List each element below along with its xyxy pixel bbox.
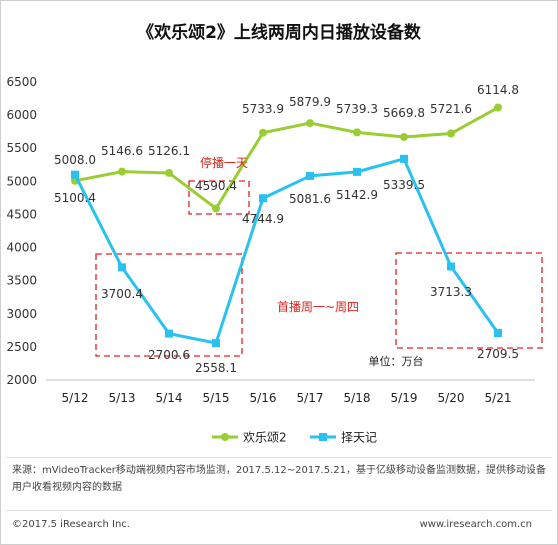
x-tick-label: 5/13	[109, 391, 136, 405]
data-point	[494, 329, 502, 338]
data-label: 2700.6	[148, 348, 190, 362]
legend-marker	[319, 433, 327, 441]
data-label: 3713.3	[430, 285, 472, 299]
data-label: 6114.8	[477, 83, 519, 97]
y-tick-label: 6000	[6, 108, 37, 122]
y-tick-label: 3500	[6, 274, 37, 288]
y-tick-label: 5000	[6, 174, 37, 188]
data-label: 2709.5	[477, 347, 519, 361]
data-point	[71, 170, 79, 179]
x-tick-label: 5/21	[485, 391, 512, 405]
y-tick-label: 3000	[6, 307, 37, 321]
data-point	[118, 263, 126, 272]
data-point	[494, 103, 502, 112]
legend-label: 欢乐颂2	[243, 430, 287, 445]
data-point	[165, 329, 173, 338]
data-point	[259, 128, 267, 137]
data-label: 5721.6	[430, 102, 472, 116]
pause-day-box	[188, 180, 250, 215]
data-label: 2558.1	[195, 361, 237, 375]
x-tick-label: 5/20	[438, 391, 465, 405]
data-label: 5081.6	[289, 192, 331, 206]
data-label: 4744.9	[242, 212, 284, 226]
x-tick-label: 5/14	[156, 391, 183, 405]
data-point	[212, 339, 220, 348]
x-tick-label: 5/12	[62, 391, 89, 405]
x-tick-label: 5/19	[391, 391, 418, 405]
data-point	[212, 204, 220, 213]
data-point	[447, 129, 455, 138]
data-point	[353, 128, 361, 137]
data-label: 5339.5	[383, 178, 425, 192]
footer-divider	[6, 457, 551, 458]
legend-label: 择天记	[341, 431, 377, 445]
data-point	[447, 262, 455, 271]
x-tick-label: 5/17	[297, 391, 324, 405]
data-point	[118, 167, 126, 176]
data-point	[353, 167, 361, 176]
series-line-1	[73, 157, 500, 345]
data-label: 4590.4	[195, 179, 237, 193]
y-tick-label: 4000	[6, 241, 37, 255]
data-label: 3700.4	[101, 287, 143, 301]
website-text: www.iresearch.com.cn	[419, 519, 532, 530]
data-point	[259, 194, 267, 203]
data-label: 5008.0	[54, 153, 96, 167]
data-label: 5733.9	[242, 102, 284, 116]
data-label: 5100.4	[54, 191, 96, 205]
data-point	[400, 154, 408, 163]
x-tick-label: 5/18	[344, 391, 371, 405]
x-tick-label: 5/15	[203, 391, 230, 405]
data-label: 5146.6	[101, 144, 143, 158]
data-label: 5879.9	[289, 95, 331, 109]
data-label: 5126.1	[148, 144, 190, 158]
annotation-text: 单位：万台	[369, 354, 424, 368]
low-period-box-2	[395, 252, 543, 349]
x-tick-label: 5/16	[250, 391, 277, 405]
low-period-box-1	[95, 253, 243, 357]
annotation-text: 停播一天	[200, 155, 248, 170]
chart-title: 《欢乐颂2》上线两周内日播放设备数	[137, 23, 421, 43]
footer-divider-bottom	[6, 510, 551, 511]
data-label: 5739.3	[336, 102, 378, 116]
annotation-text: 首播周一~周四	[277, 300, 359, 314]
legend-marker	[221, 433, 229, 441]
y-tick-label: 5500	[6, 141, 37, 155]
y-tick-label: 2000	[6, 373, 37, 387]
line-chart: 2000 2500 3000 3500 4000 4500 5000 5500 6000 6500…	[6, 75, 543, 445]
data-point	[400, 132, 408, 141]
y-tick-label: 6500	[6, 75, 37, 89]
data-point	[306, 119, 314, 128]
series-line-0	[74, 106, 499, 210]
data-point	[306, 171, 314, 180]
y-tick-label: 2500	[6, 340, 37, 354]
data-label: 5669.8	[383, 106, 425, 120]
y-tick-label: 4500	[6, 207, 37, 221]
copyright-text: ©2017.5 iResearch Inc.	[12, 519, 130, 530]
data-point	[165, 168, 173, 177]
data-label: 5142.9	[336, 188, 378, 202]
source-note: 来源：mVideoTracker移动端视频内容市场监测，2017.5.12~20…	[12, 465, 546, 493]
